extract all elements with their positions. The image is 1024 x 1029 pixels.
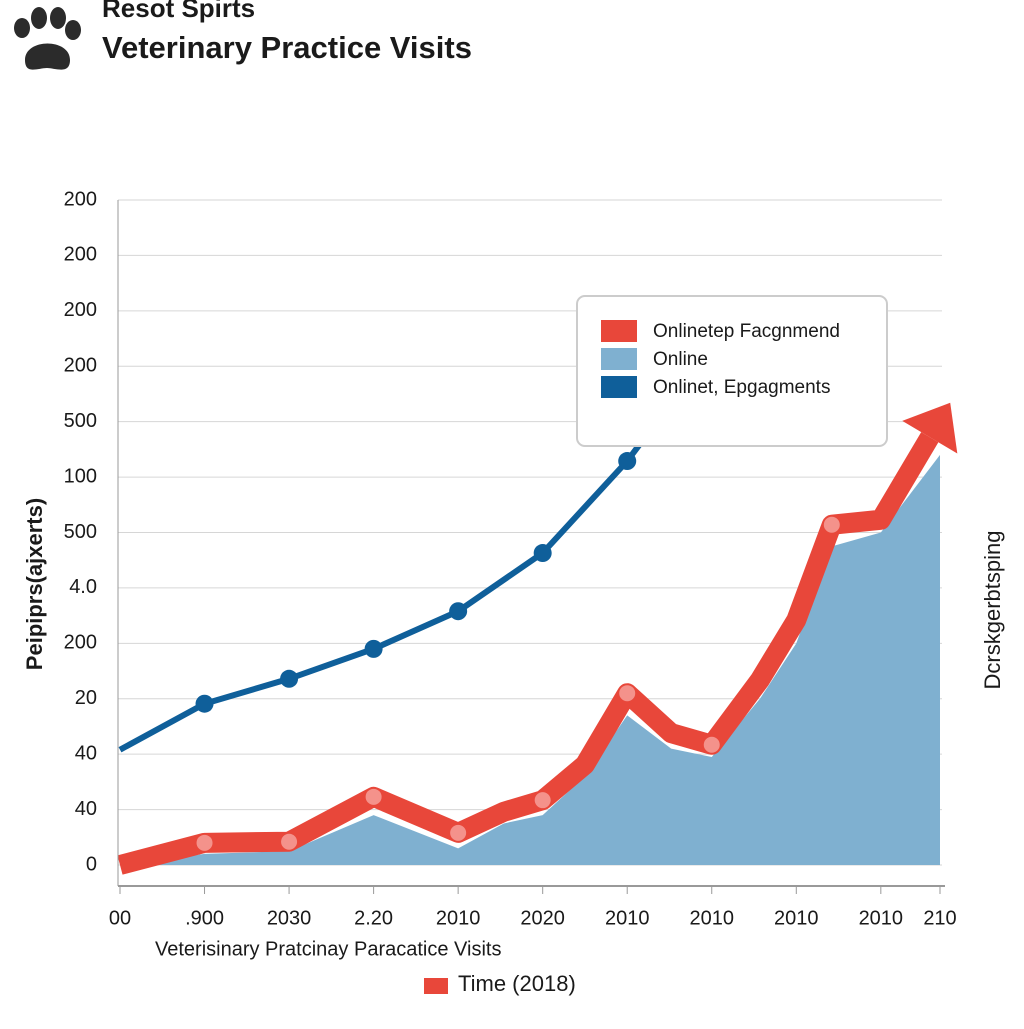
point: [533, 544, 552, 563]
legend-label: Onlinet, Epgagments: [653, 377, 830, 398]
point: [823, 516, 840, 533]
legend-box: [576, 295, 888, 447]
legend-swatch: [424, 978, 448, 994]
x-tick-label: 2010: [605, 907, 650, 929]
point: [619, 685, 636, 702]
point: [703, 736, 720, 753]
y-tick-label: 20: [75, 687, 97, 709]
x-tick-label: 210: [923, 907, 956, 929]
y-tick-label: 4.0: [69, 576, 97, 598]
x-tick-label: 2010: [436, 907, 481, 929]
bottom-legend: Time (2018): [424, 971, 576, 996]
y2-axis-label: Dcrskgerbtsping: [980, 531, 1005, 690]
chart-kicker: Resot Spirts: [102, 0, 255, 23]
legend-label: Online: [653, 349, 708, 370]
x-tick-label: .900: [185, 907, 224, 929]
x-tick-label: 2020: [520, 907, 565, 929]
y-tick-label: 500: [64, 521, 97, 543]
x-tick-label: 2010: [859, 907, 904, 929]
line: [117, 432, 939, 875]
arrow-head: [902, 402, 958, 454]
chart-title: Veterinary Practice Visits: [102, 30, 472, 65]
point: [450, 824, 467, 841]
x-tick-label: 2.20: [354, 907, 393, 929]
y-tick-label: 40: [75, 742, 97, 764]
y-tick-label: 200: [64, 188, 97, 210]
point: [281, 833, 298, 850]
point: [365, 788, 382, 805]
y-tick-label: 200: [64, 355, 97, 377]
legend-swatch: [601, 320, 637, 342]
point: [449, 602, 468, 621]
legend-swatch: [601, 348, 637, 370]
point: [618, 452, 637, 471]
legend-swatch: [601, 376, 637, 398]
paw-icon: [14, 7, 81, 70]
y-tick-label: 200: [64, 299, 97, 321]
y-axis-label: Peipiprs(ajxerts): [22, 498, 47, 670]
y-tick-label: 0: [86, 853, 97, 875]
area: [120, 454, 940, 865]
y-tick-label: 200: [64, 244, 97, 266]
x-tick-label: 2010: [774, 907, 819, 929]
point: [364, 639, 383, 658]
y-tick-label: 40: [75, 798, 97, 820]
legend: Onlinetep Facgnmend Online Onlinet, Epgagm…: [576, 295, 888, 447]
y-tick-label: 100: [64, 465, 97, 487]
plot: 0 40 40 20 200 4.0 500 100 500 200 200 200 200 00 .900…: [64, 188, 958, 929]
legend-label: Time (2018): [458, 971, 576, 996]
point: [196, 834, 213, 851]
y-tick-label: 200: [64, 632, 97, 654]
x-axis-label: Veterisinary Pratcinay Paracatice Visits: [155, 938, 501, 960]
x-tick-label: 00: [109, 907, 131, 929]
x-tick-label: 2010: [690, 907, 735, 929]
point: [534, 792, 551, 809]
line: [118, 425, 655, 753]
x-tick-label: 2030: [267, 907, 312, 929]
point: [195, 694, 214, 713]
legend-label: Onlinetep Facgnmend: [653, 321, 840, 342]
point: [280, 669, 299, 688]
y-tick-label: 500: [64, 410, 97, 432]
